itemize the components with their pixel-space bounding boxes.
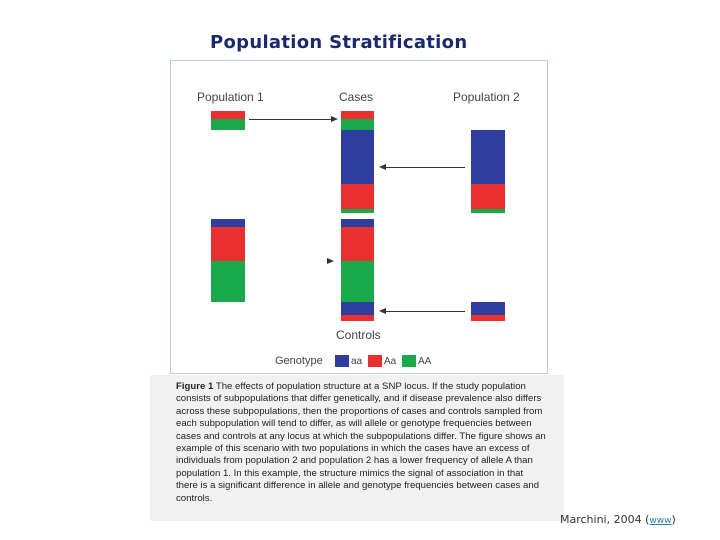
arrow-pop1-to-cases: [249, 119, 333, 120]
population2-label: Population 2: [453, 90, 520, 104]
stratification-figure: Population 1 Cases Population 2 Controls…: [170, 60, 548, 374]
caption-body: The effects of population structure at a…: [176, 381, 546, 504]
cases-Aa-segment-top: [341, 111, 374, 119]
pop1-bottom-AA-segment: [211, 261, 245, 302]
legend-title: Genotype: [275, 355, 323, 367]
legend-swatch-AA: [402, 355, 416, 367]
pop2-bottom-aa-segment: [471, 302, 505, 315]
figure-caption: Figure 1 The effects of population struc…: [150, 375, 564, 521]
pop2-bottom-Aa-segment: [471, 315, 505, 321]
pop1-bottom-aa-segment: [211, 219, 245, 227]
population1-label: Population 1: [197, 90, 264, 104]
controls-aa-segment-top: [341, 219, 374, 227]
controls-Aa-segment-bottom: [341, 315, 374, 321]
controls-Aa-segment-top: [341, 227, 374, 261]
citation-paren-close: ): [671, 513, 676, 526]
arrow-head-right-controls: [327, 258, 334, 264]
caption-figure-label: Figure 1: [176, 381, 214, 392]
cases-aa-segment: [341, 130, 374, 184]
legend-swatch-Aa: [368, 355, 382, 367]
controls-AA-segment: [341, 261, 374, 302]
arrow-head-right: [331, 116, 338, 122]
citation: Marchini, 2004 (www): [560, 513, 676, 526]
caption-text: Figure 1 The effects of population struc…: [176, 381, 546, 505]
pop2-top-Aa-segment: [471, 184, 505, 209]
controls-label: Controls: [336, 328, 381, 342]
pop2-top-AA-segment: [471, 209, 505, 213]
legend-label-AA: AA: [418, 356, 432, 367]
pop2-top-aa-segment: [471, 130, 505, 184]
legend-label-Aa: Aa: [384, 356, 397, 367]
slide-title: Population Stratification: [210, 32, 468, 53]
arrow-head-left: [379, 164, 386, 170]
legend-label-aa: aa: [351, 356, 363, 367]
legend-swatch-aa: [335, 355, 349, 367]
controls-aa-segment-bottom: [341, 302, 374, 315]
citation-link[interactable]: www: [649, 516, 672, 526]
cases-AA-segment-bottom: [341, 209, 374, 213]
arrow-head-left-controls: [379, 308, 386, 314]
arrow-pop2-to-controls: [385, 311, 465, 312]
cases-AA-segment-top: [341, 119, 374, 130]
arrow-pop2-to-cases: [385, 167, 465, 168]
citation-text: Marchini, 2004: [560, 513, 642, 526]
pop1-top-AA-segment: [211, 119, 245, 130]
cases-Aa-segment-bottom: [341, 184, 374, 209]
cases-label: Cases: [339, 90, 374, 104]
pop1-top-Aa-segment: [211, 111, 245, 119]
pop1-bottom-Aa-segment: [211, 227, 245, 261]
citation-paren-open: (: [645, 513, 650, 526]
